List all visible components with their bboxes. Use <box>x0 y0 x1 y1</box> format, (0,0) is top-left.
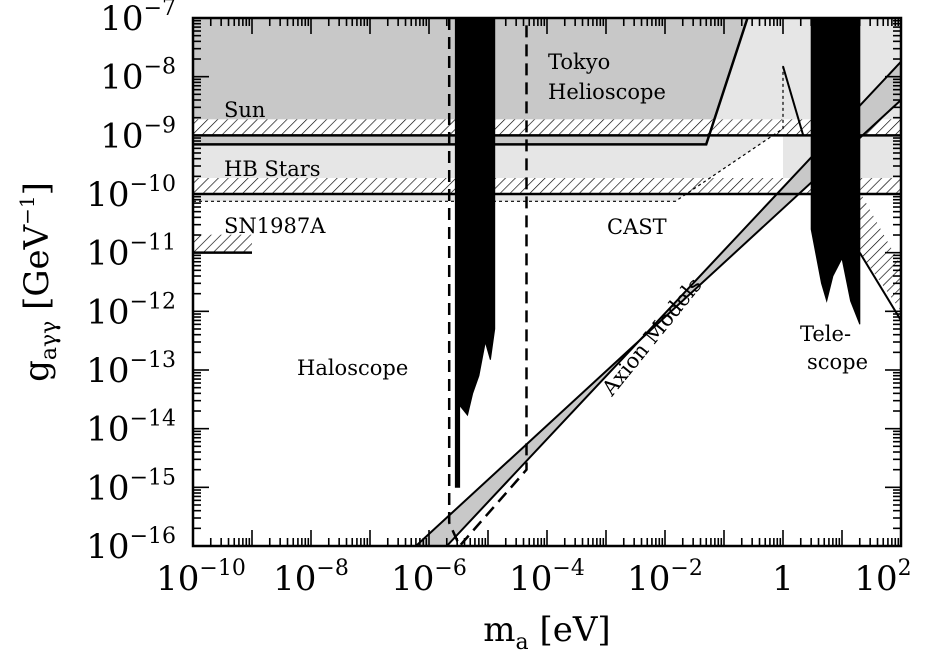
x-tick-label: 10−10 <box>156 556 246 599</box>
cast-label: CAST <box>607 215 667 239</box>
y-tick-labels: 10−7 10−8 10−9 10−10 10−11 10−12 10−13 10−14 10−… <box>86 0 176 567</box>
sun-limit-hatch <box>193 119 901 136</box>
y-tick-label: 10−12 <box>86 289 176 332</box>
x-tick-label: 10−8 <box>273 556 349 599</box>
plot-area <box>193 18 901 546</box>
hb-stars-label: HB Stars <box>224 157 321 181</box>
x-tick-label: 10−6 <box>391 556 467 599</box>
y-tick-label: 10−16 <box>86 524 176 567</box>
haloscope-label: Haloscope <box>297 356 408 380</box>
tokyo-label-line2: Helioscope <box>548 80 666 104</box>
y-tick-label: 10−15 <box>86 465 176 508</box>
cast-boundary <box>193 63 784 202</box>
telescope-upper-edge <box>782 66 805 136</box>
axis-ticks <box>192 17 902 547</box>
y-tick-label: 10−14 <box>86 407 176 450</box>
x-tick-labels: 10−10 10−8 10−6 10−4 10−2 1 102 <box>156 556 911 599</box>
telescope-label-line2: scope <box>807 350 868 374</box>
x-tick-label: 10−4 <box>509 556 585 599</box>
telescope-exclusion <box>810 18 861 325</box>
y-tick-label: 10−7 <box>100 0 176 39</box>
haloscope-exclusion <box>454 18 496 488</box>
y-axis-title: gaγγ [GeV−1] <box>15 182 62 382</box>
telescope-limit-hatch <box>859 191 901 312</box>
y-tick-label: 10−9 <box>100 113 176 156</box>
axion-models-label: Axion Models <box>597 273 707 401</box>
sun-label: Sun <box>224 98 265 122</box>
haloscope-dashed-outline <box>447 18 528 546</box>
y-tick-label: 10−8 <box>100 55 176 98</box>
tokyo-label-line1: Tokyo <box>548 50 610 74</box>
y-tick-label: 10−13 <box>86 348 176 391</box>
x-tick-label: 10−2 <box>627 556 703 599</box>
tokyo-helioscope-boundary <box>193 18 749 146</box>
telescope-limit-line <box>858 252 901 321</box>
y-tick-label: 10−11 <box>86 231 176 274</box>
hb-stars-limit-hatch <box>193 178 901 194</box>
x-tick-label: 102 <box>854 556 911 599</box>
x-tick-label: 1 <box>772 559 794 599</box>
sn1987a-limit-hatch <box>193 234 252 253</box>
telescope-label-line1: Tele- <box>800 322 851 346</box>
sn1987a-label: SN1987A <box>224 214 326 238</box>
y-tick-label: 10−10 <box>86 172 176 215</box>
x-axis-title: ma [eV] <box>483 610 610 651</box>
